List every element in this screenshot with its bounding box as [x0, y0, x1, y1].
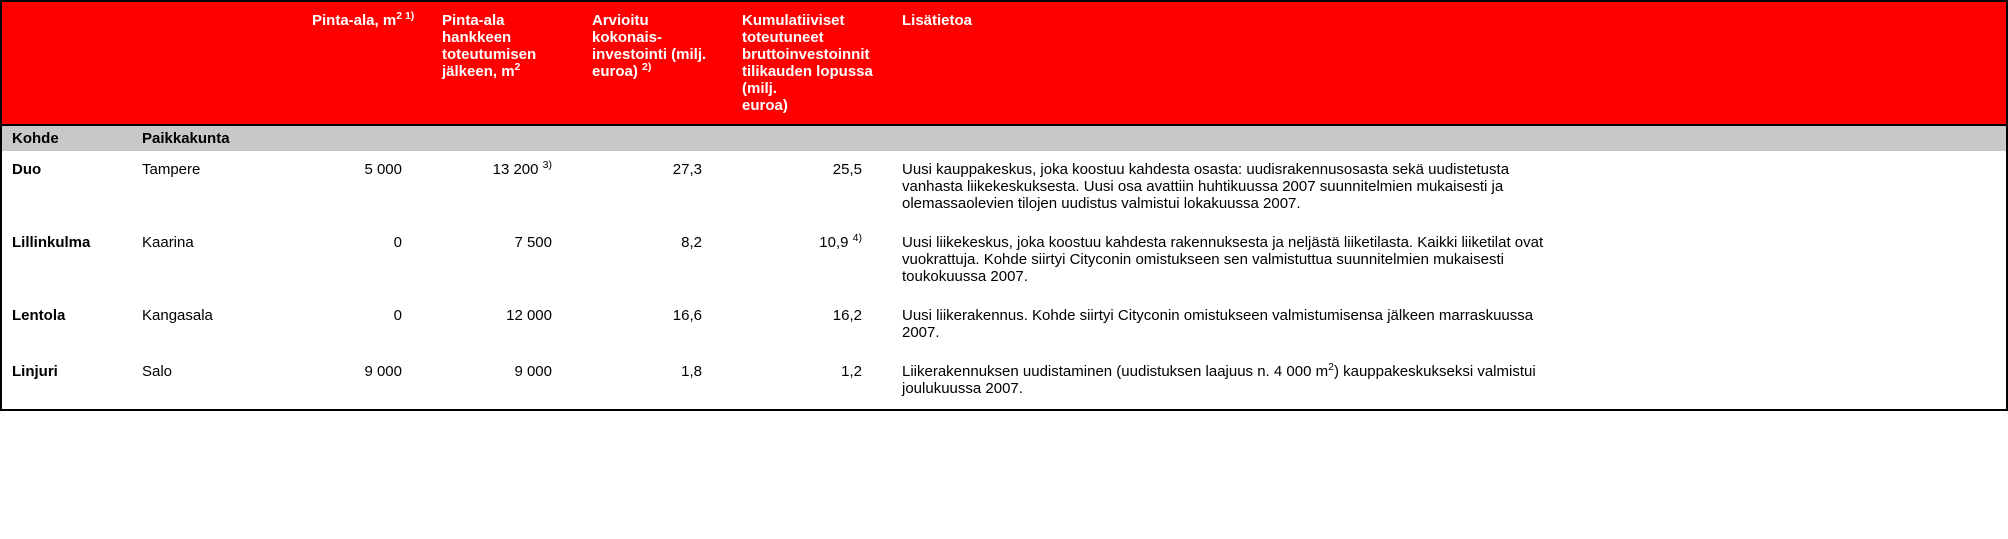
- table-row: vuokrattuja. Kohde siirtyi Cityconin omi…: [2, 251, 2006, 268]
- table-row: toukokuussa 2007.: [2, 268, 2006, 297]
- table-row: LentolaKangasala012 00016,616,2Uusi liik…: [2, 297, 2006, 324]
- table-body: DuoTampere5 00013 200 3)27,325,5Uusi kau…: [2, 151, 2006, 409]
- arvioitu-cell: 27,3: [582, 151, 732, 178]
- pinta-ala-cell: 5 000: [302, 151, 432, 178]
- kohde-cell: Linjuri: [2, 353, 132, 380]
- arvioitu-cell: 16,6: [582, 297, 732, 324]
- pinta-ala-hankkeen-cell: 7 500: [432, 224, 582, 251]
- pinta-ala-hankkeen-cell: 9 000: [432, 353, 582, 380]
- table-row: DuoTampere5 00013 200 3)27,325,5Uusi kau…: [2, 151, 2006, 178]
- lisatietoa-cell: Uusi kauppakeskus, joka koostuu kahdesta…: [892, 151, 2006, 178]
- lisatietoa-cell: 2007.: [892, 324, 2006, 353]
- lisatietoa-cell: vuokrattuja. Kohde siirtyi Cityconin omi…: [892, 251, 2006, 268]
- table-row: vanhasta liikekeskuksesta. Uusi osa avat…: [2, 178, 2006, 195]
- paikkakunta-cell: Kaarina: [132, 224, 302, 251]
- table-row: 2007.: [2, 324, 2006, 353]
- lisatietoa-cell: toukokuussa 2007.: [892, 268, 2006, 297]
- kumulatiiviset-cell: 25,5: [732, 151, 892, 178]
- lisatietoa-cell: Uusi liikerakennus. Kohde siirtyi Cityco…: [892, 297, 2006, 324]
- lisatietoa-cell: vanhasta liikekeskuksesta. Uusi osa avat…: [892, 178, 2006, 195]
- kumulatiiviset-cell: 16,2: [732, 297, 892, 324]
- header-blank-1: [132, 2, 302, 125]
- arvioitu-cell: 1,8: [582, 353, 732, 380]
- header-blank-0: [2, 2, 132, 125]
- table-row: LillinkulmaKaarina07 5008,210,9 4)Uusi l…: [2, 224, 2006, 251]
- lisatietoa-cell: joulukuussa 2007.: [892, 380, 2006, 409]
- lisatietoa-cell: Uusi liikekeskus, joka koostuu kahdesta …: [892, 224, 2006, 251]
- kohde-cell: Lentola: [2, 297, 132, 324]
- paikkakunta-cell: Tampere: [132, 151, 302, 178]
- subheader-paikkakunta: Paikkakunta: [132, 125, 302, 151]
- table-row: olemassaolevien tilojen uudistus valmist…: [2, 195, 2006, 224]
- header-pinta-ala: Pinta-ala, m2 1): [302, 2, 432, 125]
- pinta-ala-cell: 0: [302, 297, 432, 324]
- header-arvioitu: Arvioitu kokonais- investointi (milj. eu…: [582, 2, 732, 125]
- pinta-ala-cell: 0: [302, 224, 432, 251]
- pinta-ala-cell: 9 000: [302, 353, 432, 380]
- kumulatiiviset-cell: 10,9 4): [732, 224, 892, 251]
- kohde-cell: Lillinkulma: [2, 224, 132, 251]
- table-row: joulukuussa 2007.: [2, 380, 2006, 409]
- kohde-cell: Duo: [2, 151, 132, 178]
- table-header-red: Pinta-ala, m2 1) Pinta-ala hankkeen tote…: [2, 2, 2006, 125]
- lisatietoa-cell: olemassaolevien tilojen uudistus valmist…: [892, 195, 2006, 224]
- pinta-ala-hankkeen-cell: 13 200 3): [432, 151, 582, 178]
- paikkakunta-cell: Kangasala: [132, 297, 302, 324]
- header-kumulatiiviset: Kumulatiiviset toteutuneet bruttoinvesto…: [732, 2, 892, 125]
- table-row: LinjuriSalo9 0009 0001,81,2Liikerakennuk…: [2, 353, 2006, 380]
- header-lisatietoa: Lisätietoa: [892, 2, 2006, 125]
- investment-table: Pinta-ala, m2 1) Pinta-ala hankkeen tote…: [2, 2, 2006, 409]
- paikkakunta-cell: Salo: [132, 353, 302, 380]
- table-container: Pinta-ala, m2 1) Pinta-ala hankkeen tote…: [0, 0, 2008, 411]
- subheader-row: Kohde Paikkakunta: [2, 125, 2006, 151]
- lisatietoa-cell: Liikerakennuksen uudistaminen (uudistuks…: [892, 353, 2006, 380]
- subheader-kohde: Kohde: [2, 125, 132, 151]
- kumulatiiviset-cell: 1,2: [732, 353, 892, 380]
- arvioitu-cell: 8,2: [582, 224, 732, 251]
- header-pinta-ala-hankkeen: Pinta-ala hankkeen toteutumisen jälkeen,…: [432, 2, 582, 125]
- pinta-ala-hankkeen-cell: 12 000: [432, 297, 582, 324]
